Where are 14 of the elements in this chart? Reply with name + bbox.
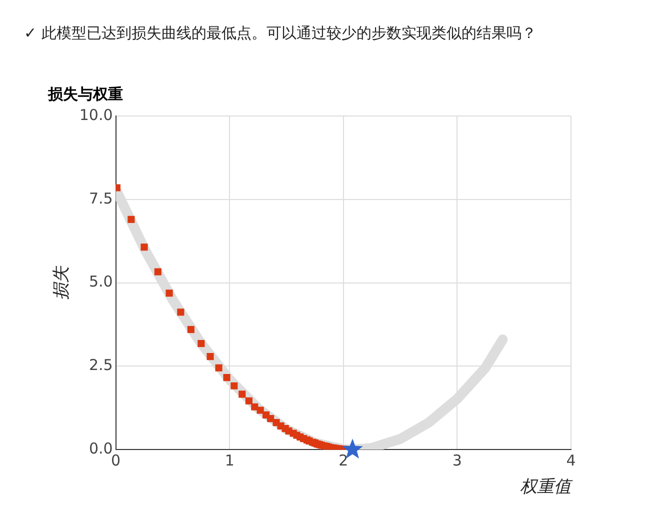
- y-tick-label: 0.0: [88, 439, 113, 458]
- x-tick-label: 3: [452, 451, 462, 470]
- x-tick-label: 4: [566, 451, 576, 470]
- text: ✓ 此模型已达到损失曲线的最低点。可以通过较少的步数实现类似的结果吗？: [23, 23, 538, 44]
- x-tick-label: 2: [338, 451, 348, 470]
- y-tick-label: 7.5: [88, 189, 113, 208]
- y-axis-title: 损失: [52, 264, 72, 300]
- x-tick-label: 0: [111, 451, 121, 470]
- y-tick-label: 10.0: [79, 106, 113, 124]
- y-tick-label: 2.5: [88, 356, 113, 374]
- chart-title: 损失与权重: [47, 84, 123, 103]
- x-tick-label: 1: [224, 451, 234, 470]
- y-tick-label: 5.0: [88, 272, 113, 291]
- x-axis-title: 权重值: [520, 477, 573, 498]
